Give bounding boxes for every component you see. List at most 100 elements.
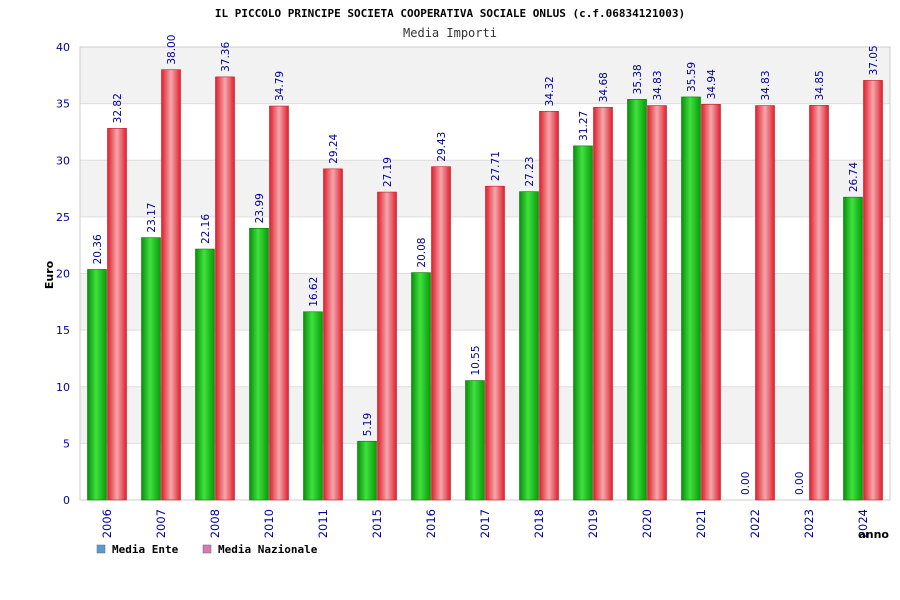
x-tick-label: 2020 xyxy=(640,509,654,538)
bar-value-label: 29.43 xyxy=(436,132,448,162)
bar-media-ente xyxy=(357,440,377,501)
background-band xyxy=(80,330,890,387)
bar-value-label: 35.38 xyxy=(632,64,644,94)
y-tick-label: 20 xyxy=(56,268,70,281)
x-tick-label: 2018 xyxy=(532,509,546,538)
bar-value-label: 10.55 xyxy=(470,345,482,375)
bar-media-ente xyxy=(465,380,485,501)
bar-value-label: 20.08 xyxy=(416,238,428,268)
plot-area-border xyxy=(79,46,891,501)
chart-subtitle: Media Importi xyxy=(403,26,497,40)
bar-media-nazionale xyxy=(809,105,829,501)
bar-media-nazionale xyxy=(107,128,127,501)
bar-value-label: 37.36 xyxy=(220,42,232,72)
legend-label: Media Nazionale xyxy=(218,543,318,556)
bar-media-ente xyxy=(141,237,161,501)
y-tick-label: 5 xyxy=(63,437,70,450)
bar-value-label: 23.17 xyxy=(146,203,158,233)
chart-title: IL PICCOLO PRINCIPE SOCIETA COOPERATIVA … xyxy=(215,7,685,20)
bar-media-ente xyxy=(573,145,593,501)
bar-media-ente xyxy=(843,196,863,501)
x-tick-label: 2007 xyxy=(154,509,168,538)
bar-value-label: 5.19 xyxy=(362,413,374,436)
legend-swatch xyxy=(96,544,106,554)
y-axis: 0 5 10 15 20 25 30 35 40 xyxy=(56,41,70,507)
legend-label: Media Ente xyxy=(112,543,179,556)
bar-value-label: 16.62 xyxy=(308,277,320,307)
bar-media-ente xyxy=(87,269,107,501)
x-tick-label: 2010 xyxy=(262,509,276,538)
bar-value-label: 34.83 xyxy=(760,70,772,100)
bar-media-ente xyxy=(249,228,269,501)
bar-value-label: 22.16 xyxy=(200,214,212,244)
bar-media-nazionale xyxy=(755,105,775,501)
bar-value-label: 35.59 xyxy=(686,62,698,92)
bar-labels: 20.36 32.82 23.17 38.00 22.16 37.36 23.99 34.79… xyxy=(92,35,880,495)
bar-media-nazionale xyxy=(701,104,721,501)
bar-media-ente xyxy=(411,272,431,501)
background-band xyxy=(80,443,890,500)
x-tick-label: 2024 xyxy=(856,509,870,538)
background-band xyxy=(80,273,890,331)
x-tick-label: 2023 xyxy=(802,509,816,538)
x-tick-label: 2021 xyxy=(694,509,708,538)
bar-value-label: 34.94 xyxy=(706,69,718,99)
bar-value-label: 29.24 xyxy=(328,133,340,163)
bar-media-nazionale xyxy=(161,69,181,501)
bar-value-label: 34.79 xyxy=(274,71,286,101)
bar-media-nazionale xyxy=(647,105,667,501)
y-axis-label: Euro xyxy=(43,260,56,289)
background-band xyxy=(80,386,890,444)
bar-value-label: 20.36 xyxy=(92,234,104,264)
bar-value-label: 31.27 xyxy=(578,111,590,141)
y-tick-label: 15 xyxy=(56,324,70,337)
bar-value-label: 27.71 xyxy=(490,151,502,181)
bar-media-ente xyxy=(303,311,323,501)
y-tick-label: 25 xyxy=(56,211,70,224)
bar-media-ente xyxy=(195,248,215,501)
y-tick-label: 35 xyxy=(56,98,70,111)
bar-media-ente xyxy=(519,191,539,501)
bar-value-label: 23.99 xyxy=(254,193,266,223)
bar-media-ente xyxy=(681,96,701,501)
x-tick-label: 2015 xyxy=(370,509,384,538)
background-band xyxy=(80,216,890,274)
background-band xyxy=(80,160,890,217)
bar-media-nazionale xyxy=(377,191,397,501)
bar-media-nazionale xyxy=(269,105,289,501)
bar-value-label: 37.05 xyxy=(868,45,880,75)
x-tick-label: 2019 xyxy=(586,509,600,538)
y-tick-label: 0 xyxy=(63,494,70,507)
bar-media-nazionale xyxy=(215,76,235,501)
x-tick-label: 2016 xyxy=(424,509,438,538)
legend-swatch xyxy=(202,544,212,554)
bar-media-nazionale xyxy=(863,80,883,501)
x-tick-label: 2011 xyxy=(316,509,330,538)
bar-value-label: 26.74 xyxy=(848,162,860,192)
bar-value-label: 27.19 xyxy=(382,157,394,187)
legend: Media Ente Media Nazionale xyxy=(96,543,318,556)
x-axis: 2006 2007 2008 2010 2011 2015 2016 2017 2018 2019… xyxy=(100,509,870,538)
bar-value-label: 34.68 xyxy=(598,72,610,102)
x-tick-label: 2022 xyxy=(748,509,762,538)
bars xyxy=(87,69,883,501)
bar-media-nazionale xyxy=(323,168,343,501)
bar-value-label: 0.00 xyxy=(794,472,806,495)
bar-media-nazionale xyxy=(431,166,451,501)
bar-media-nazionale xyxy=(485,185,505,501)
x-tick-label: 2008 xyxy=(208,509,222,538)
x-tick-label: 2006 xyxy=(100,509,114,538)
y-tick-label: 40 xyxy=(56,41,70,54)
y-tick-label: 10 xyxy=(56,381,70,394)
bar-value-label: 34.32 xyxy=(544,76,556,106)
bar-value-label: 0.00 xyxy=(740,472,752,495)
background-band xyxy=(80,103,890,161)
background-band xyxy=(80,47,890,104)
bar-value-label: 34.83 xyxy=(652,70,664,100)
bar-value-label: 38.00 xyxy=(166,35,178,65)
x-tick-label: 2017 xyxy=(478,509,492,538)
bar-media-nazionale xyxy=(593,106,613,501)
y-tick-label: 30 xyxy=(56,154,70,167)
background-bands xyxy=(80,47,890,500)
